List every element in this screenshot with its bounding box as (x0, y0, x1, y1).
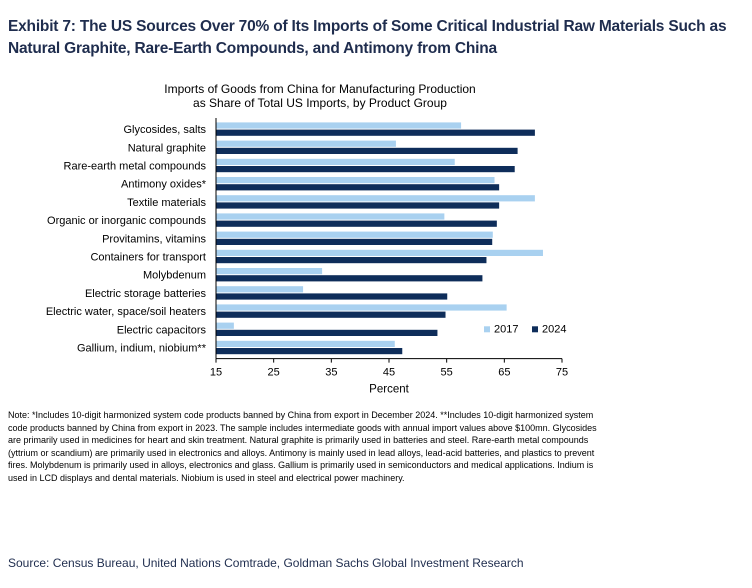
bar-2017 (216, 122, 461, 128)
x-tick-label: 55 (441, 367, 453, 379)
bar-2024 (216, 348, 402, 354)
legend-label-2017: 2017 (494, 323, 518, 335)
bar-2017 (216, 323, 234, 329)
category-label: Containers for transport (90, 252, 206, 264)
x-tick-label: 75 (556, 367, 568, 379)
bar-2024 (216, 221, 497, 227)
bar-2017 (216, 232, 493, 238)
bar-2017 (216, 159, 455, 165)
x-tick-label: 25 (268, 367, 280, 379)
bar-2024 (216, 166, 515, 172)
bar-2024 (216, 330, 437, 336)
category-label: Glycosides, salts (123, 124, 206, 136)
x-tick-label: 45 (383, 367, 395, 379)
x-axis-label: Percent (369, 384, 409, 396)
legend-swatch-2017 (484, 326, 490, 332)
category-label: Molybdenum (143, 270, 206, 282)
category-label: Natural graphite (128, 142, 206, 154)
bar-2017 (216, 304, 507, 310)
category-label: Electric water, space/soil heaters (46, 306, 207, 318)
bar-2024 (216, 130, 535, 136)
chart-source: Source: Census Bureau, United Nations Co… (8, 556, 748, 570)
bar-2017 (216, 177, 495, 183)
bar-2017 (216, 268, 322, 274)
bar-2024 (216, 312, 446, 318)
bar-2024 (216, 184, 499, 190)
x-tick-label: 15 (210, 367, 222, 379)
bar-2017 (216, 195, 535, 201)
category-label: Electric capacitors (117, 324, 207, 336)
category-label: Provitamins, vitamins (102, 233, 206, 245)
bar-2024 (216, 148, 518, 154)
bar-2024 (216, 202, 499, 208)
bar-2017 (216, 250, 543, 256)
bar-2024 (216, 239, 492, 245)
bar-2017 (216, 141, 396, 147)
bar-chart: Glycosides, salts Natural graphite Rare-ea… (0, 0, 752, 400)
bar-2017 (216, 213, 444, 219)
bar-2024 (216, 275, 482, 281)
x-tick-label: 65 (498, 367, 510, 379)
bar-2024 (216, 257, 486, 263)
bar-2017 (216, 341, 395, 347)
legend-label-2024: 2024 (542, 323, 566, 335)
legend-swatch-2024 (532, 326, 538, 332)
category-label: Organic or inorganic compounds (47, 215, 206, 227)
category-label: Gallium, indium, niobium** (77, 343, 207, 355)
category-label: Rare-earth metal compounds (64, 161, 207, 173)
bar-2024 (216, 293, 447, 299)
category-label: Electric storage batteries (85, 288, 207, 300)
category-label: Antimony oxides* (121, 179, 207, 191)
x-tick-label: 35 (325, 367, 337, 379)
bar-2017 (216, 286, 303, 292)
chart-note: Note: *Includes 10-digit harmonized syst… (8, 409, 608, 484)
category-label: Textile materials (127, 197, 206, 209)
